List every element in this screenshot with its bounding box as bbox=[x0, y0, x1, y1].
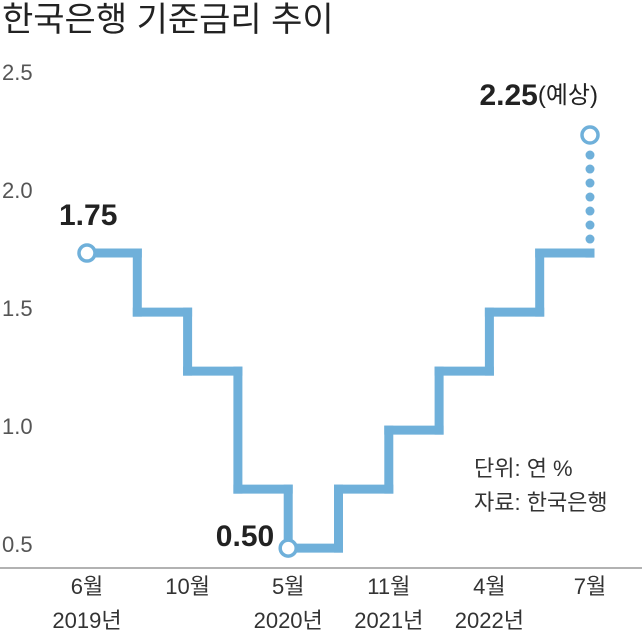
x-tick-label: 5월 bbox=[272, 574, 304, 599]
x-year-label: 2021년 bbox=[354, 608, 423, 633]
value-label: 2.25 bbox=[479, 79, 537, 112]
note: 자료: 한국은행 bbox=[474, 490, 608, 515]
x-tick-label: 7월 bbox=[574, 574, 606, 599]
x-tick-label: 6월 bbox=[71, 574, 103, 599]
y-tick-label: 0.5 bbox=[2, 532, 33, 557]
y-tick-label: 2.0 bbox=[2, 178, 33, 203]
y-tick-label: 1.5 bbox=[2, 296, 33, 321]
projected-value-label: 2.25(예상) bbox=[479, 79, 598, 112]
x-tick-label: 11월 bbox=[367, 574, 410, 599]
note: 단위: 연 % bbox=[474, 456, 573, 481]
marker bbox=[77, 243, 97, 263]
x-year-label: 2020년 bbox=[254, 608, 323, 633]
projected-marker bbox=[580, 125, 600, 145]
value-label: 1.75 bbox=[59, 199, 117, 232]
x-tick-label: 4월 bbox=[473, 574, 505, 599]
y-tick-label: 1.0 bbox=[2, 414, 33, 439]
x-tick-label: 10월 bbox=[165, 574, 210, 599]
value-label: 0.50 bbox=[216, 520, 274, 553]
x-year-label: 2022년 bbox=[455, 608, 524, 633]
projected-note: (예상) bbox=[538, 82, 598, 109]
chart-title: 한국은행 기준금리 추이 bbox=[2, 1, 334, 39]
x-year-label: 2019년 bbox=[52, 608, 121, 633]
marker bbox=[278, 538, 298, 558]
y-tick-label: 2.5 bbox=[2, 60, 33, 85]
